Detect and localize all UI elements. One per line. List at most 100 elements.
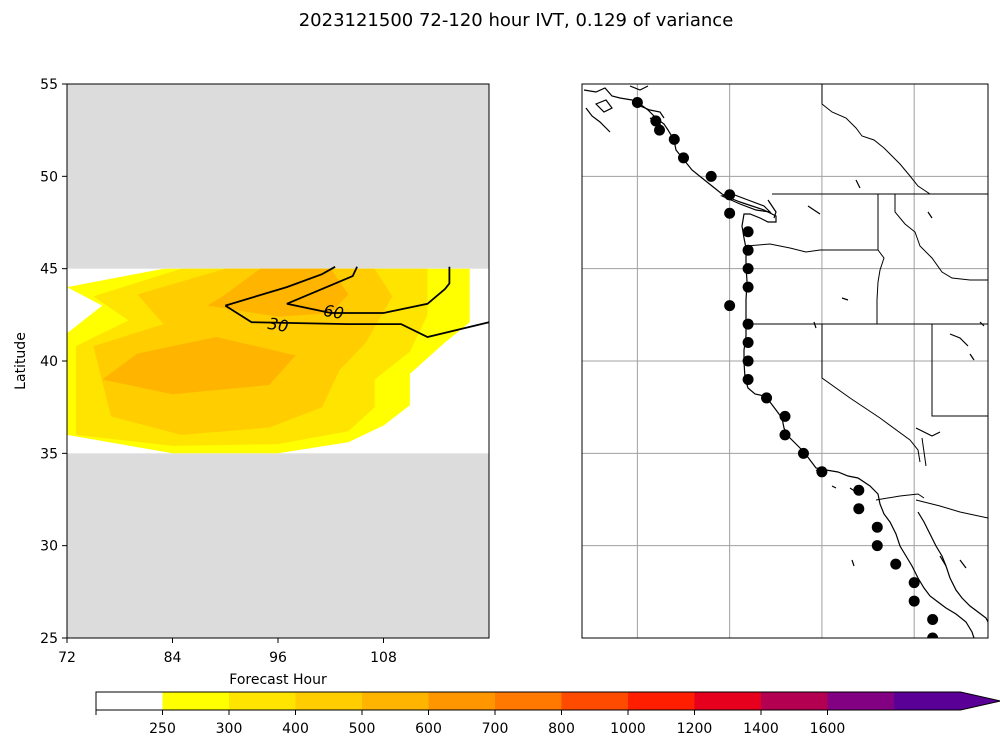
contour-label: 60: [322, 301, 345, 323]
y-tick-label: 45: [40, 262, 58, 278]
x-tick-label: 96: [269, 650, 287, 666]
station-point: [761, 392, 773, 404]
colorbar-segment: [229, 692, 297, 710]
contour-line-30: [225, 266, 336, 307]
nevada-utah-border: [931, 324, 988, 417]
station-point: [724, 207, 736, 219]
y-tick-label: 35: [40, 446, 58, 462]
filled-contours: [67, 84, 489, 638]
station-point: [853, 484, 865, 496]
station-point: [724, 300, 736, 312]
map-panel: [581, 83, 989, 639]
colorbar-segment: [362, 692, 430, 710]
station-point: [927, 614, 939, 626]
filled-contour-500: [102, 337, 296, 395]
station-point: [742, 226, 754, 238]
lake-small-path: [949, 321, 985, 361]
gulf-coast-path: [917, 511, 988, 623]
map-coastline: [583, 85, 988, 638]
california-nevada-border: [821, 324, 921, 463]
station-point: [742, 318, 754, 330]
x-axis-label: Forecast Hour: [229, 672, 327, 688]
island-path-1: [594, 99, 613, 113]
map-gridlines: [582, 84, 988, 638]
x-tick-label: 72: [58, 650, 76, 666]
colorbar-tick-label: 1400: [743, 721, 779, 737]
colorbar-segment: [894, 692, 962, 710]
colorbar: 250 300 400 500 600 700 800 1000 1200 1400 1600: [95, 691, 1000, 737]
y-tick-label: 25: [40, 631, 58, 647]
colorbar-tick-label: 300: [216, 721, 243, 737]
colorbar-tick-label: 1600: [810, 721, 846, 737]
y-axis-label: Latitude: [13, 332, 29, 390]
station-point: [890, 558, 902, 570]
colorbar-segment: [628, 692, 696, 710]
colorbar-segment: [827, 692, 895, 710]
colorbar-segment: [761, 692, 829, 710]
baja-lagoon-path: [851, 555, 967, 569]
station-point: [742, 355, 754, 367]
colorbar-tick-label: 1000: [610, 721, 646, 737]
puget-sound-path: [767, 199, 777, 219]
washington-oregon-border: [745, 243, 878, 253]
colorbar-tick-label: 250: [149, 721, 176, 737]
contour-ticks: 72 84 96 108 25 30 35 40 45 50 55: [40, 77, 397, 666]
colorbar-tick-label: 800: [548, 721, 575, 737]
station-point: [927, 632, 939, 638]
station-point: [742, 244, 754, 256]
west-coast-path: [583, 87, 975, 638]
idaho-montana-border: [894, 194, 988, 281]
colorbar-extend-arrow: [960, 692, 1000, 710]
colorbar-segment: [162, 692, 230, 710]
island-path-2: [585, 107, 611, 133]
station-point: [871, 521, 883, 533]
y-tick-label: 30: [40, 539, 58, 555]
canada-internal-border: [821, 84, 931, 195]
station-point: [742, 337, 754, 349]
contour-lines: 30 60: [224, 266, 490, 338]
station-point: [724, 189, 736, 201]
station-point: [650, 115, 662, 127]
station-point: [631, 96, 643, 108]
station-point: [908, 577, 920, 589]
oregon-idaho-border: [876, 249, 885, 324]
colorbar-outline: [95, 691, 1000, 711]
contour-line-30: [224, 304, 490, 338]
colorbar-segment: [561, 692, 629, 710]
colorbar-segment: [96, 692, 164, 710]
x-tick-label: 84: [164, 650, 182, 666]
island-path-4: [629, 85, 649, 91]
station-point: [742, 281, 754, 293]
colorbar-tick-label: 500: [349, 721, 376, 737]
y-tick-label: 50: [40, 169, 58, 185]
colorbar-segment: [495, 692, 563, 710]
station-point: [797, 447, 809, 459]
us-mexico-border: [875, 493, 988, 519]
station-point: [779, 429, 791, 441]
station-point: [678, 152, 689, 164]
contour-line-60: [286, 266, 358, 305]
colorbar-segment: [694, 692, 762, 710]
station-point: [742, 373, 754, 385]
station-point: [871, 540, 883, 552]
y-tick-label: 55: [40, 77, 58, 93]
colorbar-tick-label: 600: [415, 721, 442, 737]
station-point: [705, 170, 717, 182]
arizona-border: [921, 437, 927, 467]
x-tick-label: 108: [370, 650, 397, 666]
colorbar-segment: [428, 692, 496, 710]
filled-contour-500: [207, 268, 349, 317]
station-point: [668, 133, 680, 145]
colorbar-tick-label: 700: [482, 721, 509, 737]
station-point: [853, 503, 865, 515]
colorbar-tick-label: 1200: [677, 721, 713, 737]
figure-title: 2023121500 72-120 hour IVT, 0.129 of var…: [299, 10, 734, 31]
station-points: [631, 96, 939, 638]
station-point: [816, 466, 828, 478]
inland-lake-path: [807, 179, 933, 329]
station-point: [742, 263, 754, 275]
map-frame: [581, 83, 989, 639]
salton-sea-path: [915, 427, 941, 437]
island-path-3: [639, 105, 665, 119]
